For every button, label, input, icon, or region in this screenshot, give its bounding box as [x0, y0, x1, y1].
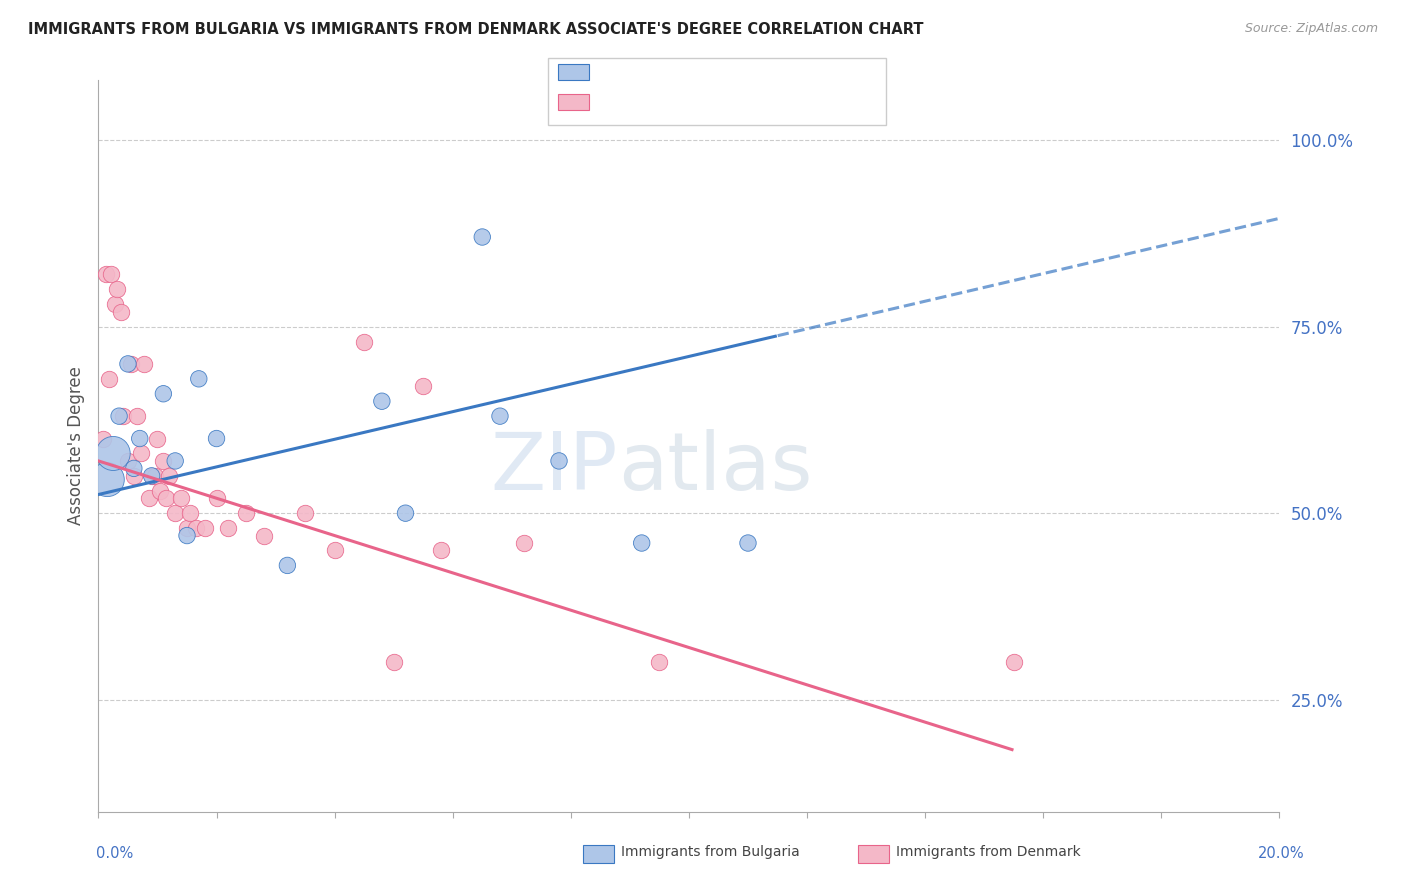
- Point: [489, 409, 512, 424]
- Text: Immigrants from Denmark: Immigrants from Denmark: [896, 845, 1080, 859]
- Text: 0.203: 0.203: [634, 72, 678, 87]
- Point: [323, 543, 346, 558]
- Point: [128, 432, 150, 446]
- Point: [117, 357, 139, 371]
- Point: [91, 432, 114, 446]
- Text: 20: 20: [725, 72, 745, 87]
- Point: [512, 536, 534, 550]
- Point: [394, 506, 416, 520]
- Point: [294, 506, 316, 520]
- Point: [110, 304, 132, 318]
- Point: [157, 468, 180, 483]
- Point: [253, 528, 276, 542]
- Text: Source: ZipAtlas.com: Source: ZipAtlas.com: [1244, 22, 1378, 36]
- Point: [382, 656, 405, 670]
- Point: [125, 409, 148, 424]
- Point: [108, 409, 131, 424]
- Point: [96, 473, 118, 487]
- Point: [176, 528, 198, 542]
- Point: [1002, 656, 1025, 670]
- Text: R =: R =: [598, 72, 631, 87]
- Point: [276, 558, 298, 573]
- Point: [105, 282, 128, 296]
- Text: 0.0%: 0.0%: [96, 847, 132, 861]
- Text: N =: N =: [685, 72, 728, 87]
- Text: 20.0%: 20.0%: [1258, 847, 1305, 861]
- Point: [122, 461, 145, 475]
- Point: [129, 446, 152, 460]
- Y-axis label: Associate's Degree: Associate's Degree: [66, 367, 84, 525]
- Point: [141, 468, 163, 483]
- Point: [152, 454, 174, 468]
- Point: [152, 386, 174, 401]
- Point: [112, 409, 135, 424]
- Point: [98, 372, 121, 386]
- Point: [165, 506, 187, 520]
- Point: [184, 521, 207, 535]
- Point: [104, 297, 127, 311]
- Point: [155, 491, 177, 506]
- Point: [117, 454, 139, 468]
- Point: [205, 491, 228, 506]
- Point: [134, 357, 156, 371]
- Point: [141, 468, 163, 483]
- Point: [179, 506, 201, 520]
- Point: [138, 491, 160, 506]
- Text: R =: R =: [598, 103, 631, 118]
- Point: [412, 379, 434, 393]
- Point: [194, 521, 217, 535]
- Text: Immigrants from Bulgaria: Immigrants from Bulgaria: [621, 845, 800, 859]
- Point: [630, 536, 652, 550]
- Point: [149, 483, 172, 498]
- Point: [235, 506, 257, 520]
- Text: atlas: atlas: [619, 429, 813, 507]
- Point: [176, 521, 198, 535]
- Point: [170, 491, 193, 506]
- Text: N =: N =: [693, 103, 727, 118]
- Text: 41: 41: [725, 103, 745, 118]
- Point: [217, 521, 239, 535]
- Point: [165, 454, 187, 468]
- Text: ZIP: ZIP: [491, 429, 619, 507]
- Text: -0.315: -0.315: [634, 103, 683, 118]
- Point: [737, 536, 759, 550]
- Point: [430, 543, 453, 558]
- Text: IMMIGRANTS FROM BULGARIA VS IMMIGRANTS FROM DENMARK ASSOCIATE'S DEGREE CORRELATI: IMMIGRANTS FROM BULGARIA VS IMMIGRANTS F…: [28, 22, 924, 37]
- Point: [371, 394, 394, 409]
- Point: [146, 432, 169, 446]
- Point: [471, 230, 494, 244]
- Point: [187, 372, 209, 386]
- Point: [548, 454, 571, 468]
- Point: [143, 468, 166, 483]
- Point: [100, 268, 122, 282]
- Point: [353, 334, 375, 349]
- Point: [103, 446, 125, 460]
- Point: [120, 357, 142, 371]
- Point: [94, 268, 117, 282]
- Point: [122, 468, 145, 483]
- Point: [205, 432, 228, 446]
- Point: [648, 656, 671, 670]
